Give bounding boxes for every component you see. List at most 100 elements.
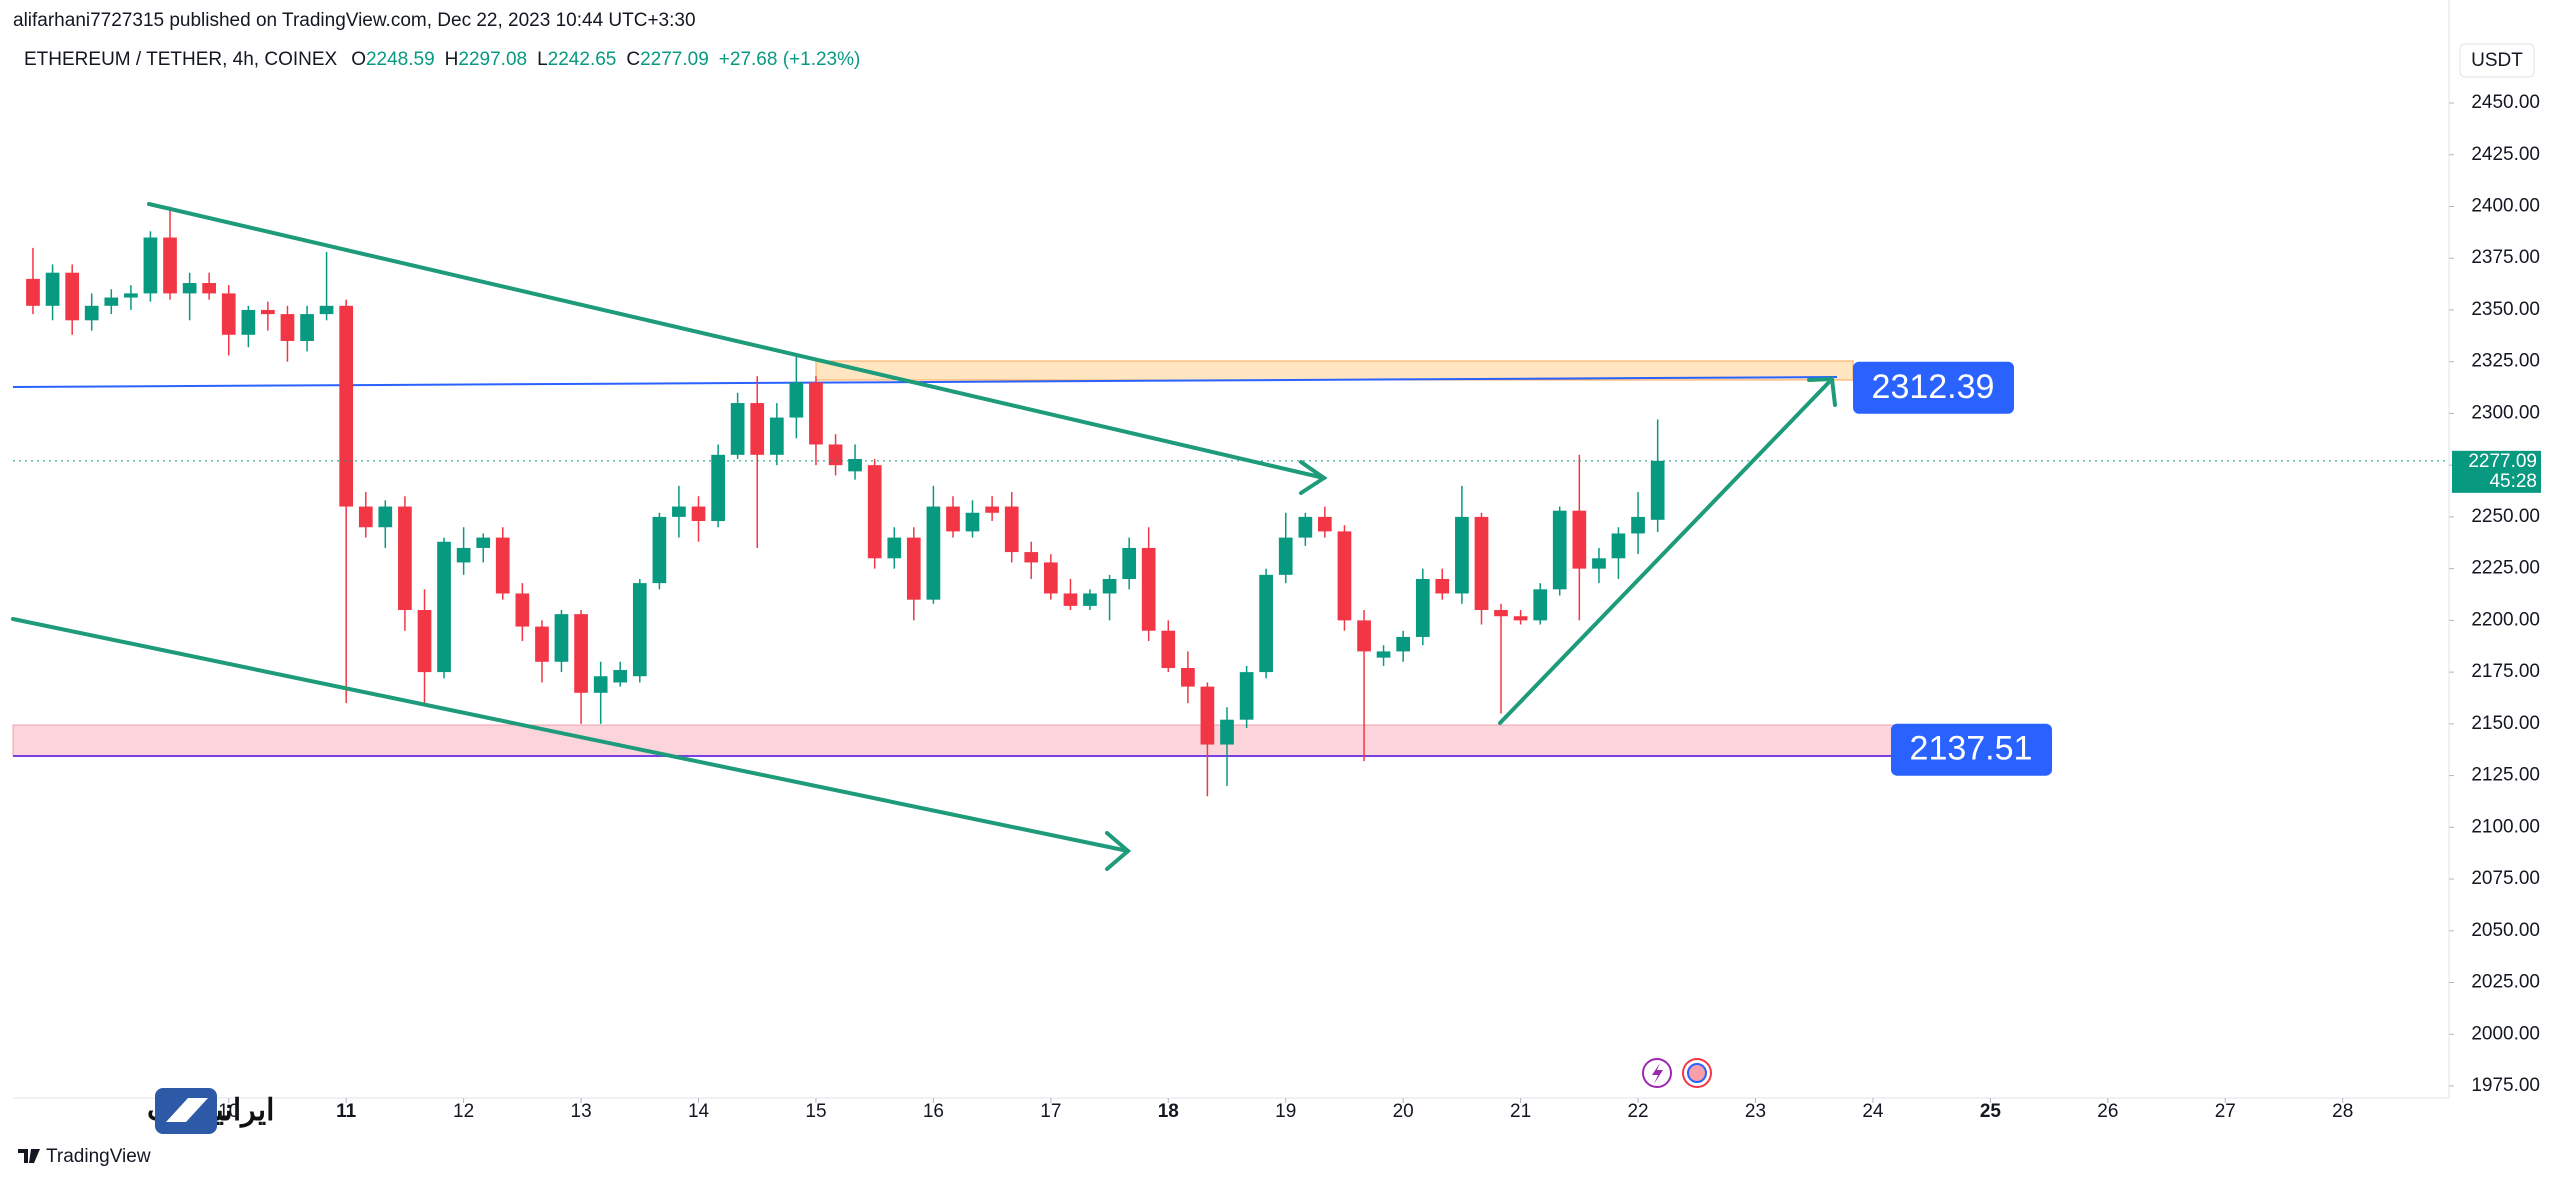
candle-body xyxy=(1004,506,1019,553)
candle-body xyxy=(1631,516,1645,534)
candle-body xyxy=(1376,651,1391,658)
y-tick-label: 2075.00 xyxy=(2471,868,2540,889)
candle-body xyxy=(339,305,354,507)
candle-body xyxy=(26,278,40,306)
candle-body xyxy=(985,506,999,513)
y-tick-label: 2175.00 xyxy=(2471,661,2540,682)
candle-body xyxy=(1435,578,1450,594)
candle-body xyxy=(750,403,765,455)
y-tick-label: 2000.00 xyxy=(2471,1023,2540,1044)
legend-value: 2242.65 xyxy=(548,49,617,70)
candle-body xyxy=(202,283,216,294)
currency-button[interactable] xyxy=(2459,43,2535,78)
x-tick-label: 28 xyxy=(2332,1101,2353,1122)
legend-change: +27.68 (+1.23%) xyxy=(719,49,861,70)
candle-body xyxy=(1200,686,1215,745)
candle-body xyxy=(613,670,628,683)
candle-body xyxy=(1611,533,1626,559)
candle-body xyxy=(672,506,686,517)
x-tick-label: 23 xyxy=(1745,1101,1766,1122)
arrow-head xyxy=(1299,460,1328,495)
x-tick-label: 24 xyxy=(1862,1101,1884,1122)
candle-body xyxy=(1533,589,1548,621)
candle-body xyxy=(867,465,882,559)
candle-body xyxy=(495,537,510,594)
legend-label: H xyxy=(445,49,459,70)
candle-body xyxy=(1513,616,1528,621)
candle-body xyxy=(887,537,902,559)
candle-body xyxy=(1298,516,1313,538)
candle-body xyxy=(456,547,471,563)
candle-body xyxy=(104,297,119,306)
y-tick-label: 2050.00 xyxy=(2471,920,2540,941)
candle-body xyxy=(261,309,275,315)
candle-body xyxy=(1494,610,1508,617)
candle-body xyxy=(221,293,236,335)
candle-body xyxy=(1122,547,1137,579)
candle-body xyxy=(515,593,530,627)
candle-body xyxy=(1220,719,1234,745)
legend-value: 2248.59 xyxy=(366,49,435,70)
candle-body xyxy=(1317,516,1332,532)
currency-label: USDT xyxy=(2471,50,2523,71)
candle-body xyxy=(632,583,647,677)
trend-drawings xyxy=(11,202,1837,871)
candle-body xyxy=(1552,510,1567,590)
y-tick-label: 2300.00 xyxy=(2471,402,2540,423)
support-zone xyxy=(12,724,1914,757)
candle-body xyxy=(1650,460,1665,520)
candle-body xyxy=(769,417,784,455)
candle-body xyxy=(65,272,80,321)
candle-body xyxy=(1337,531,1352,621)
x-tick-label: 25 xyxy=(1980,1101,2002,1122)
candle-body xyxy=(378,506,393,528)
arrow-head xyxy=(1807,376,1837,407)
candle-body xyxy=(437,541,451,673)
x-tick-label: 14 xyxy=(688,1101,710,1122)
candle-body xyxy=(1024,552,1039,563)
candle-body xyxy=(1161,630,1176,668)
candle-body xyxy=(906,537,921,600)
y-tick-label: 2350.00 xyxy=(2471,299,2540,320)
legend-label: C xyxy=(626,49,640,70)
candle-body xyxy=(1181,667,1195,687)
x-tick-label: 22 xyxy=(1627,1101,1648,1122)
tradingview-logo xyxy=(18,1149,40,1163)
x-tick-label: 27 xyxy=(2215,1101,2236,1122)
last-price-box xyxy=(2452,450,2541,493)
x-tick-label: 20 xyxy=(1393,1101,1414,1122)
candle-body xyxy=(652,516,667,584)
candle-body xyxy=(1415,578,1430,637)
candle-body xyxy=(1474,516,1489,611)
candle-body xyxy=(398,506,412,611)
price-annotation-box xyxy=(1891,723,2052,776)
countdown-label: 45:28 xyxy=(2489,471,2537,492)
y-tick-label: 2375.00 xyxy=(2471,247,2540,268)
legend-value: 2277.09 xyxy=(640,49,709,70)
symbol-legend: ETHEREUM / TETHER, 4h, COINEX O2248.59 H22… xyxy=(24,49,860,70)
y-tick-label: 2200.00 xyxy=(2471,609,2540,630)
candle-body xyxy=(828,444,843,466)
candle-body xyxy=(691,506,706,522)
resistance-line xyxy=(12,376,1838,388)
legend-value: 2297.08 xyxy=(458,49,527,70)
candle-body xyxy=(1043,562,1058,594)
candle-body xyxy=(730,403,745,455)
x-tick-label: 15 xyxy=(805,1101,826,1122)
candle-body xyxy=(1572,510,1587,569)
y-tick-label: 2025.00 xyxy=(2471,972,2540,993)
footer-brand: TradingView xyxy=(46,1146,151,1167)
x-tick-label: 10 xyxy=(218,1101,239,1122)
price-annotation-label: 2137.51 xyxy=(1910,730,2033,768)
x-tick-label: 18 xyxy=(1158,1101,1179,1122)
candle-body xyxy=(84,305,99,321)
x-tick-label: 12 xyxy=(453,1101,474,1122)
y-tick-label: 2400.00 xyxy=(2471,195,2540,216)
candle-body xyxy=(476,537,491,548)
candle-body xyxy=(1592,558,1606,569)
x-tick-label: 19 xyxy=(1275,1101,1296,1122)
legend-symbol: ETHEREUM / TETHER, 4h, COINEX xyxy=(24,49,338,70)
candle-body xyxy=(1278,537,1293,575)
candle-body xyxy=(300,314,314,341)
